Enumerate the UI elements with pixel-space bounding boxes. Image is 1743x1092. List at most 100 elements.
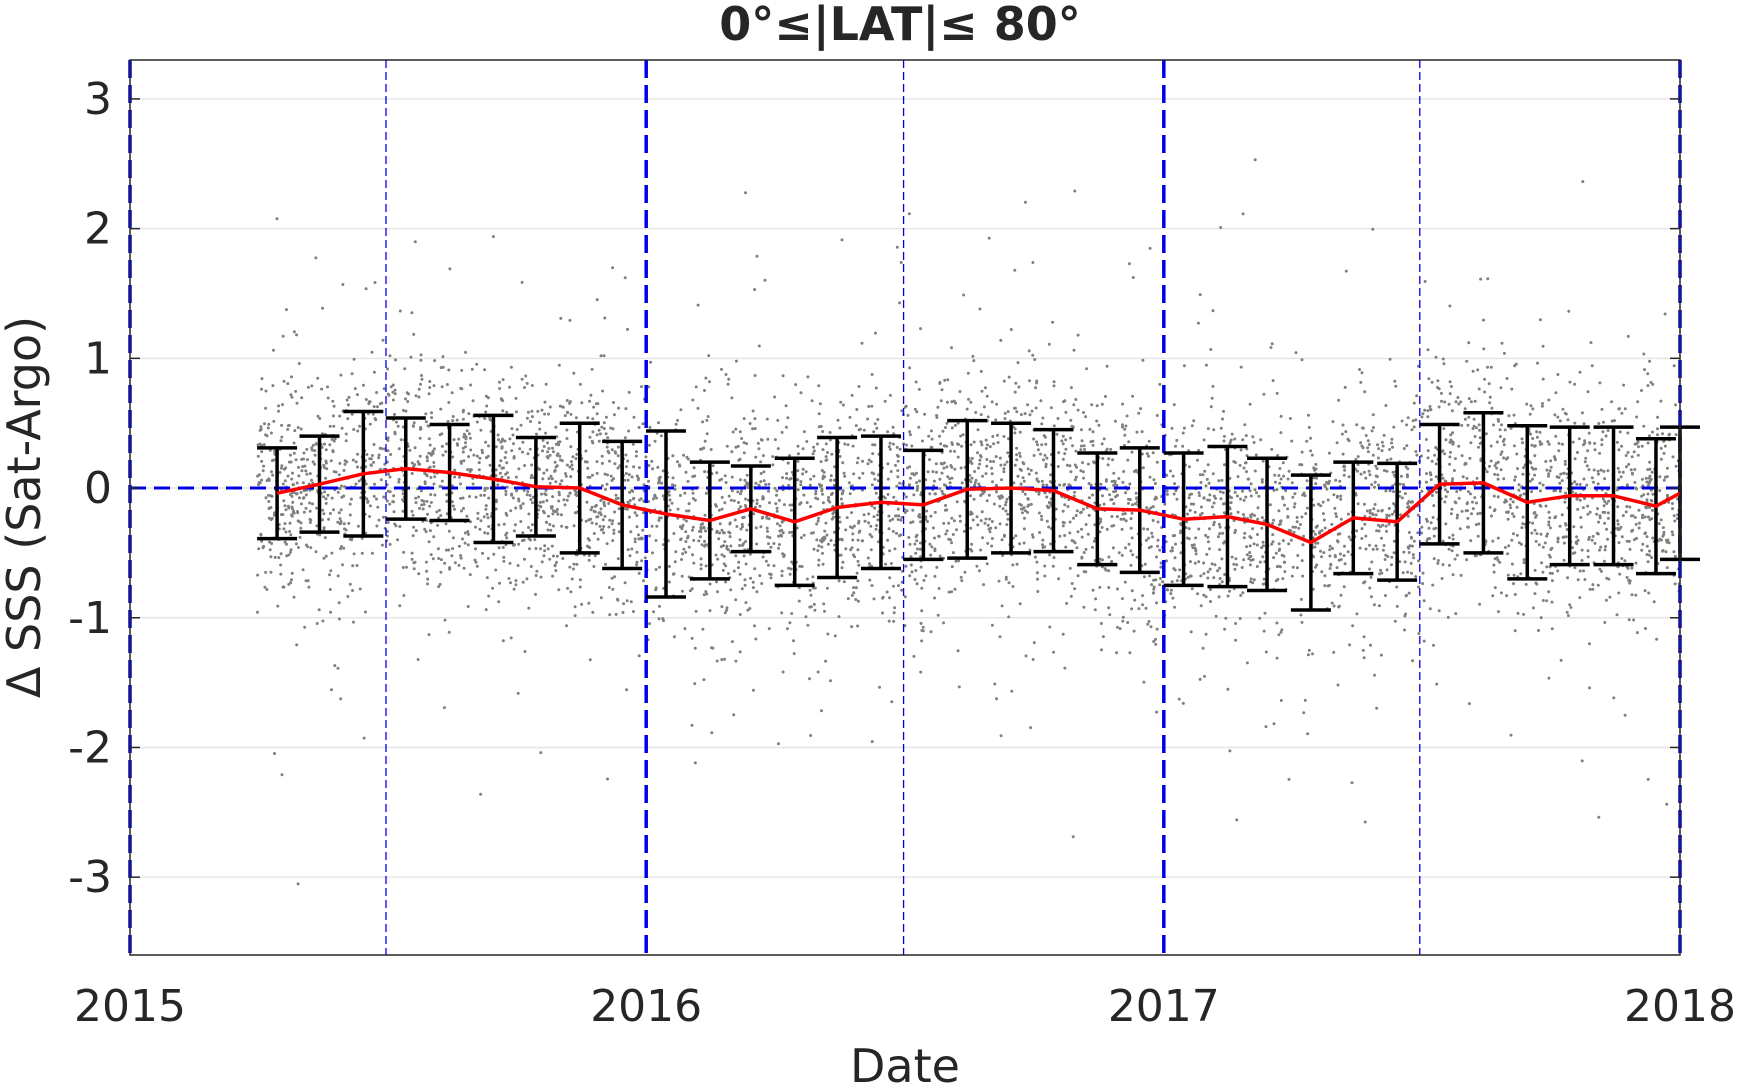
scatter-point <box>1218 567 1221 570</box>
scatter-point <box>777 547 780 550</box>
scatter-point <box>961 481 964 484</box>
scatter-point <box>295 643 298 646</box>
scatter-point <box>1121 403 1124 406</box>
scatter-point <box>797 452 800 455</box>
scatter-point <box>1112 546 1115 549</box>
scatter-point <box>1169 592 1172 595</box>
scatter-point <box>943 379 946 382</box>
scatter-point <box>669 499 672 502</box>
scatter-point <box>560 525 563 528</box>
scatter-point <box>1466 477 1469 480</box>
scatter-point <box>552 450 555 453</box>
scatter-point <box>551 495 554 498</box>
scatter-point <box>841 538 844 541</box>
scatter-point <box>529 494 532 497</box>
scatter-point <box>364 611 367 614</box>
scatter-point <box>1257 495 1260 498</box>
scatter-point <box>1651 493 1654 496</box>
scatter-point <box>1625 465 1628 468</box>
scatter-point <box>1062 435 1065 438</box>
scatter-point <box>1424 280 1427 283</box>
scatter-point <box>395 524 398 527</box>
scatter-point <box>1483 391 1486 394</box>
scatter-point <box>683 492 686 495</box>
scatter-point <box>1665 550 1668 553</box>
scatter-point <box>282 586 285 589</box>
scatter-point <box>1351 781 1354 784</box>
scatter-point <box>653 494 656 497</box>
scatter-point <box>1511 563 1514 566</box>
scatter-point <box>462 418 465 421</box>
scatter-point <box>907 414 910 417</box>
scatter-point <box>1581 180 1584 183</box>
scatter-point <box>1152 592 1155 595</box>
scatter-point <box>1092 460 1095 463</box>
scatter-point <box>1535 540 1538 543</box>
scatter-point <box>329 611 332 614</box>
scatter-point <box>546 450 549 453</box>
scatter-point <box>267 423 270 426</box>
scatter-point <box>1579 516 1582 519</box>
scatter-point <box>1560 659 1563 662</box>
scatter-point <box>709 609 712 612</box>
scatter-point <box>589 658 592 661</box>
scatter-point <box>579 383 582 386</box>
scatter-point <box>1443 452 1446 455</box>
scatter-point <box>1448 548 1451 551</box>
scatter-point <box>1540 616 1543 619</box>
scatter-point <box>1482 319 1485 322</box>
scatter-point <box>1499 435 1502 438</box>
scatter-point <box>1337 684 1340 687</box>
scatter-point <box>1502 477 1505 480</box>
scatter-point <box>1361 426 1364 429</box>
scatter-point <box>1420 490 1423 493</box>
scatter-point <box>952 551 955 554</box>
scatter-point <box>651 551 654 554</box>
scatter-point <box>591 368 594 371</box>
scatter-point <box>301 465 304 468</box>
scatter-point <box>1363 523 1366 526</box>
scatter-point <box>1359 381 1362 384</box>
scatter-point <box>256 574 259 577</box>
scatter-point <box>1275 488 1278 491</box>
scatter-point <box>617 497 620 500</box>
scatter-point <box>396 538 399 541</box>
scatter-point <box>272 349 275 352</box>
scatter-point <box>1371 228 1374 231</box>
scatter-point <box>1089 440 1092 443</box>
scatter-point <box>1382 445 1385 448</box>
scatter-point <box>355 483 358 486</box>
scatter-point <box>474 547 477 550</box>
scatter-point <box>1336 539 1339 542</box>
scatter-point <box>1340 594 1343 597</box>
scatter-point <box>829 679 832 682</box>
scatter-point <box>887 515 890 518</box>
scatter-point <box>260 479 263 482</box>
scatter-point <box>287 583 290 586</box>
scatter-point <box>849 548 852 551</box>
scatter-point <box>540 493 543 496</box>
scatter-point <box>1425 481 1428 484</box>
scatter-point <box>365 483 368 486</box>
scatter-point <box>1286 507 1289 510</box>
scatter-point <box>447 401 450 404</box>
scatter-point <box>363 737 366 740</box>
chart-title: 0°≤|LAT|≤ 80° <box>719 0 1080 52</box>
scatter-point <box>1363 390 1366 393</box>
scatter-point <box>575 457 578 460</box>
scatter-point <box>1042 483 1045 486</box>
scatter-point <box>1472 507 1475 510</box>
scatter-point <box>1198 491 1201 494</box>
scatter-point <box>1561 513 1564 516</box>
scatter-point <box>840 498 843 501</box>
scatter-point <box>290 478 293 481</box>
scatter-point <box>432 461 435 464</box>
scatter-point <box>323 466 326 469</box>
scatter-point <box>370 457 373 460</box>
scatter-point <box>353 552 356 555</box>
scatter-point <box>1191 587 1194 590</box>
scatter-point <box>1588 468 1591 471</box>
scatter-point <box>1559 473 1562 476</box>
scatter-point <box>716 558 719 561</box>
scatter-point <box>1092 444 1095 447</box>
